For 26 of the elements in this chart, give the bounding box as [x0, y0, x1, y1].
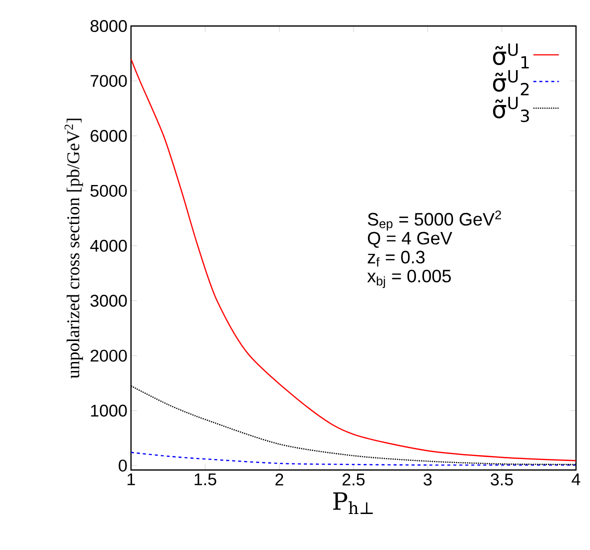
x-tick-label: 1: [128, 474, 135, 486]
legend-label: σ̃$^{U}$1: [493, 43, 529, 68]
y-tick-label: 4000: [90, 240, 127, 252]
annotation: Q = 4 GeV: [368, 232, 452, 248]
y-tick-label: 3000: [90, 294, 127, 307]
y-tick-label: 5000: [90, 184, 127, 197]
y-tick-label: 2000: [90, 350, 127, 362]
x-tick-label: 3.5: [490, 474, 513, 486]
x-axis-title: P$_{h⊥}$: [333, 492, 373, 514]
y-axis-title: unpolarized cross section [pb/GeV$^{2}$]: [64, 118, 83, 378]
y-tick-label: 7000: [90, 74, 127, 87]
x-tick-label: 2.5: [342, 474, 365, 486]
line-series: [131, 452, 576, 466]
x-tick-label: 2: [275, 474, 284, 486]
y-tick-label: 6000: [90, 130, 127, 142]
annotation: z$_{f}$ = 0.3: [368, 250, 425, 266]
x-tick-label: 3: [424, 474, 432, 486]
y-tick-label: 0: [118, 460, 127, 472]
x-tick-label: 1.5: [194, 474, 216, 486]
legend-label: σ̃$^{U}$3: [493, 96, 529, 122]
legend-label: σ̃$^{U}$2: [493, 70, 529, 96]
annotation: S$_{ep}$ = 5000 GeV$^{2}$: [368, 210, 502, 231]
y-tick-label: 8000: [90, 20, 127, 32]
y-tick-label: 1000: [91, 404, 127, 417]
annotation: x$_{bj}$ = 0.005: [367, 270, 451, 288]
x-tick-label: 4: [572, 474, 580, 486]
